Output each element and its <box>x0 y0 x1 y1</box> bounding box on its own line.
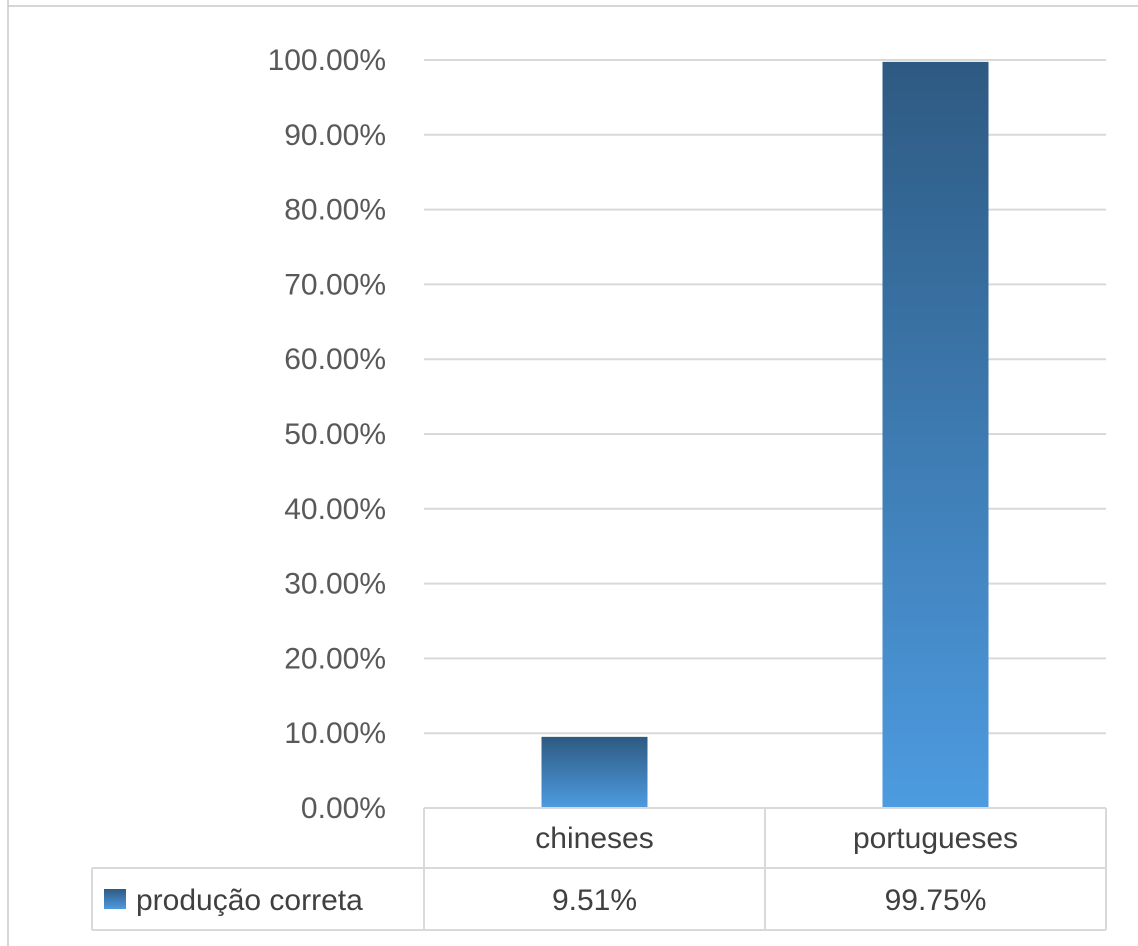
y-tick-label: 20.00% <box>284 642 386 675</box>
data-table-value: 99.75% <box>885 884 987 917</box>
y-tick-label: 0.00% <box>301 792 386 825</box>
y-tick-label: 70.00% <box>284 268 386 301</box>
category-label: chineses <box>535 822 653 855</box>
y-tick-label: 50.00% <box>284 418 386 451</box>
data-table-value: 9.51% <box>552 884 637 917</box>
data-table: chineses 9.51% portugueses 99.75% produção c… <box>91 807 1107 931</box>
y-tick-label: 100.00% <box>268 44 386 77</box>
bar-portugueses <box>882 61 989 809</box>
bars <box>541 61 989 809</box>
y-tick-label: 90.00% <box>284 119 386 152</box>
bar-chineses <box>541 736 648 808</box>
y-axis-ticks: 0.00% 10.00% 20.00% 30.00% 40.00% 50.00% 60.00… <box>268 44 386 825</box>
gridlines <box>424 59 1106 735</box>
y-tick-label: 30.00% <box>284 568 386 601</box>
y-tick-label: 60.00% <box>284 343 386 376</box>
y-tick-label: 80.00% <box>284 194 386 227</box>
category-label: portugueses <box>853 822 1018 855</box>
y-tick-label: 10.00% <box>284 717 386 750</box>
y-tick-label: 40.00% <box>284 493 386 526</box>
legend-label: produção correta <box>136 884 363 917</box>
legend-swatch <box>104 889 126 909</box>
